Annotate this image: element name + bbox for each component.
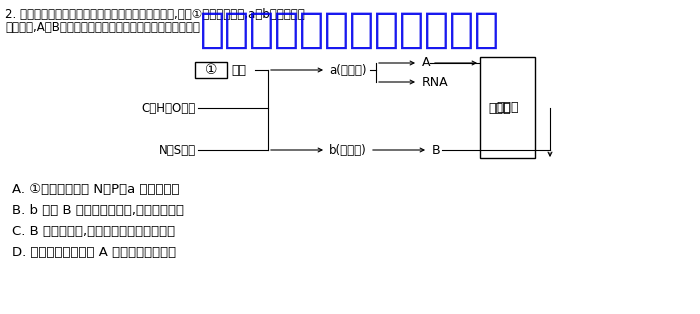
Text: 2. 如图表示人体内几种化学元素和化合物的相互关系,其中①代表化学元素,a、b代表有机小: 2. 如图表示人体内几种化学元素和化合物的相互关系,其中①代表化学元素,a、b代… bbox=[5, 8, 304, 21]
Text: a(小分子): a(小分子) bbox=[329, 63, 367, 77]
Text: 微信公众号关注、趋找答案: 微信公众号关注、趋找答案 bbox=[200, 9, 500, 51]
Text: 染色体: 染色体 bbox=[489, 101, 511, 115]
Text: A. ①表示的元素为 N、P，a 表示核苷酸: A. ①表示的元素为 N、P，a 表示核苷酸 bbox=[12, 183, 179, 196]
Text: b(小分子): b(小分子) bbox=[329, 143, 367, 156]
Text: 分子物质,A、B代表有机大分子物质。下列相关叙述错误的是: 分子物质,A、B代表有机大分子物质。下列相关叙述错误的是 bbox=[5, 21, 200, 34]
Text: B. b 形成 B 的场所是核糖体,该过程产生水: B. b 形成 B 的场所是核糖体,该过程产生水 bbox=[12, 204, 184, 217]
Bar bbox=[195, 62, 227, 78]
Text: N、S元素: N、S元素 bbox=[159, 143, 196, 156]
Text: D. 人体肆脂细胞中的 A 主要分布于细胞质: D. 人体肆脂细胞中的 A 主要分布于细胞质 bbox=[12, 246, 176, 259]
Text: B: B bbox=[432, 143, 440, 156]
Text: RNA: RNA bbox=[422, 75, 449, 89]
Bar bbox=[480, 57, 535, 158]
Text: C、H、O元素: C、H、O元素 bbox=[141, 101, 196, 115]
Text: ①: ① bbox=[204, 63, 217, 77]
Text: A: A bbox=[422, 57, 430, 69]
Text: 染色体: 染色体 bbox=[496, 101, 519, 114]
Text: C. B 具有多样性,其结构不同导致功能不同: C. B 具有多样性,其结构不同导致功能不同 bbox=[12, 225, 175, 238]
Text: 元素: 元素 bbox=[231, 63, 246, 77]
